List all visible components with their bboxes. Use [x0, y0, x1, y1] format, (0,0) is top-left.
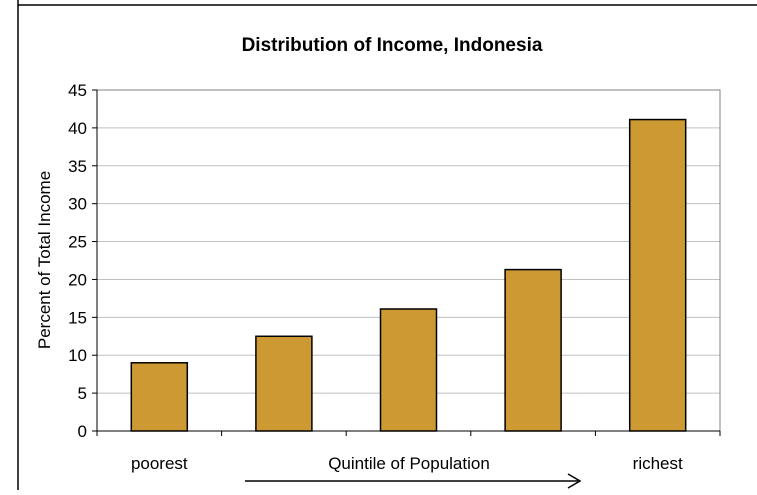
x-axis-tick-marks [96, 431, 721, 436]
bar-3 [379, 308, 438, 432]
y-tick-label: 10 [68, 346, 87, 365]
y-axis-label: Percent of Total Income [35, 171, 54, 349]
bar-5 [628, 118, 687, 432]
y-tick-label: 15 [68, 308, 87, 327]
bar-1 [130, 362, 189, 432]
chart-title: Distribution of Income, Indonesia [242, 35, 543, 56]
bar-2 [255, 335, 313, 432]
y-tick-label: 35 [68, 157, 87, 176]
y-tick-label: 30 [68, 195, 87, 214]
x-tick-label-poorest: poorest [131, 454, 188, 473]
y-tick-label: 40 [68, 119, 87, 138]
y-tick-label: 25 [68, 233, 87, 252]
y-tick-label: 45 [68, 81, 87, 100]
bars [130, 118, 687, 432]
x-tick-label-richest: richest [633, 454, 683, 473]
y-tick-label: 0 [78, 422, 87, 441]
x-axis-tick-labels: poorest richest [131, 454, 683, 473]
y-axis-tick-labels: 0 5 10 15 20 25 30 35 40 45 [68, 81, 97, 441]
bar-4 [504, 268, 562, 432]
y-tick-label: 20 [68, 270, 87, 289]
x-axis-label: Quintile of Population [328, 454, 490, 473]
y-tick-label: 5 [78, 384, 87, 403]
x-axis-arrow-head-icon [567, 473, 582, 489]
